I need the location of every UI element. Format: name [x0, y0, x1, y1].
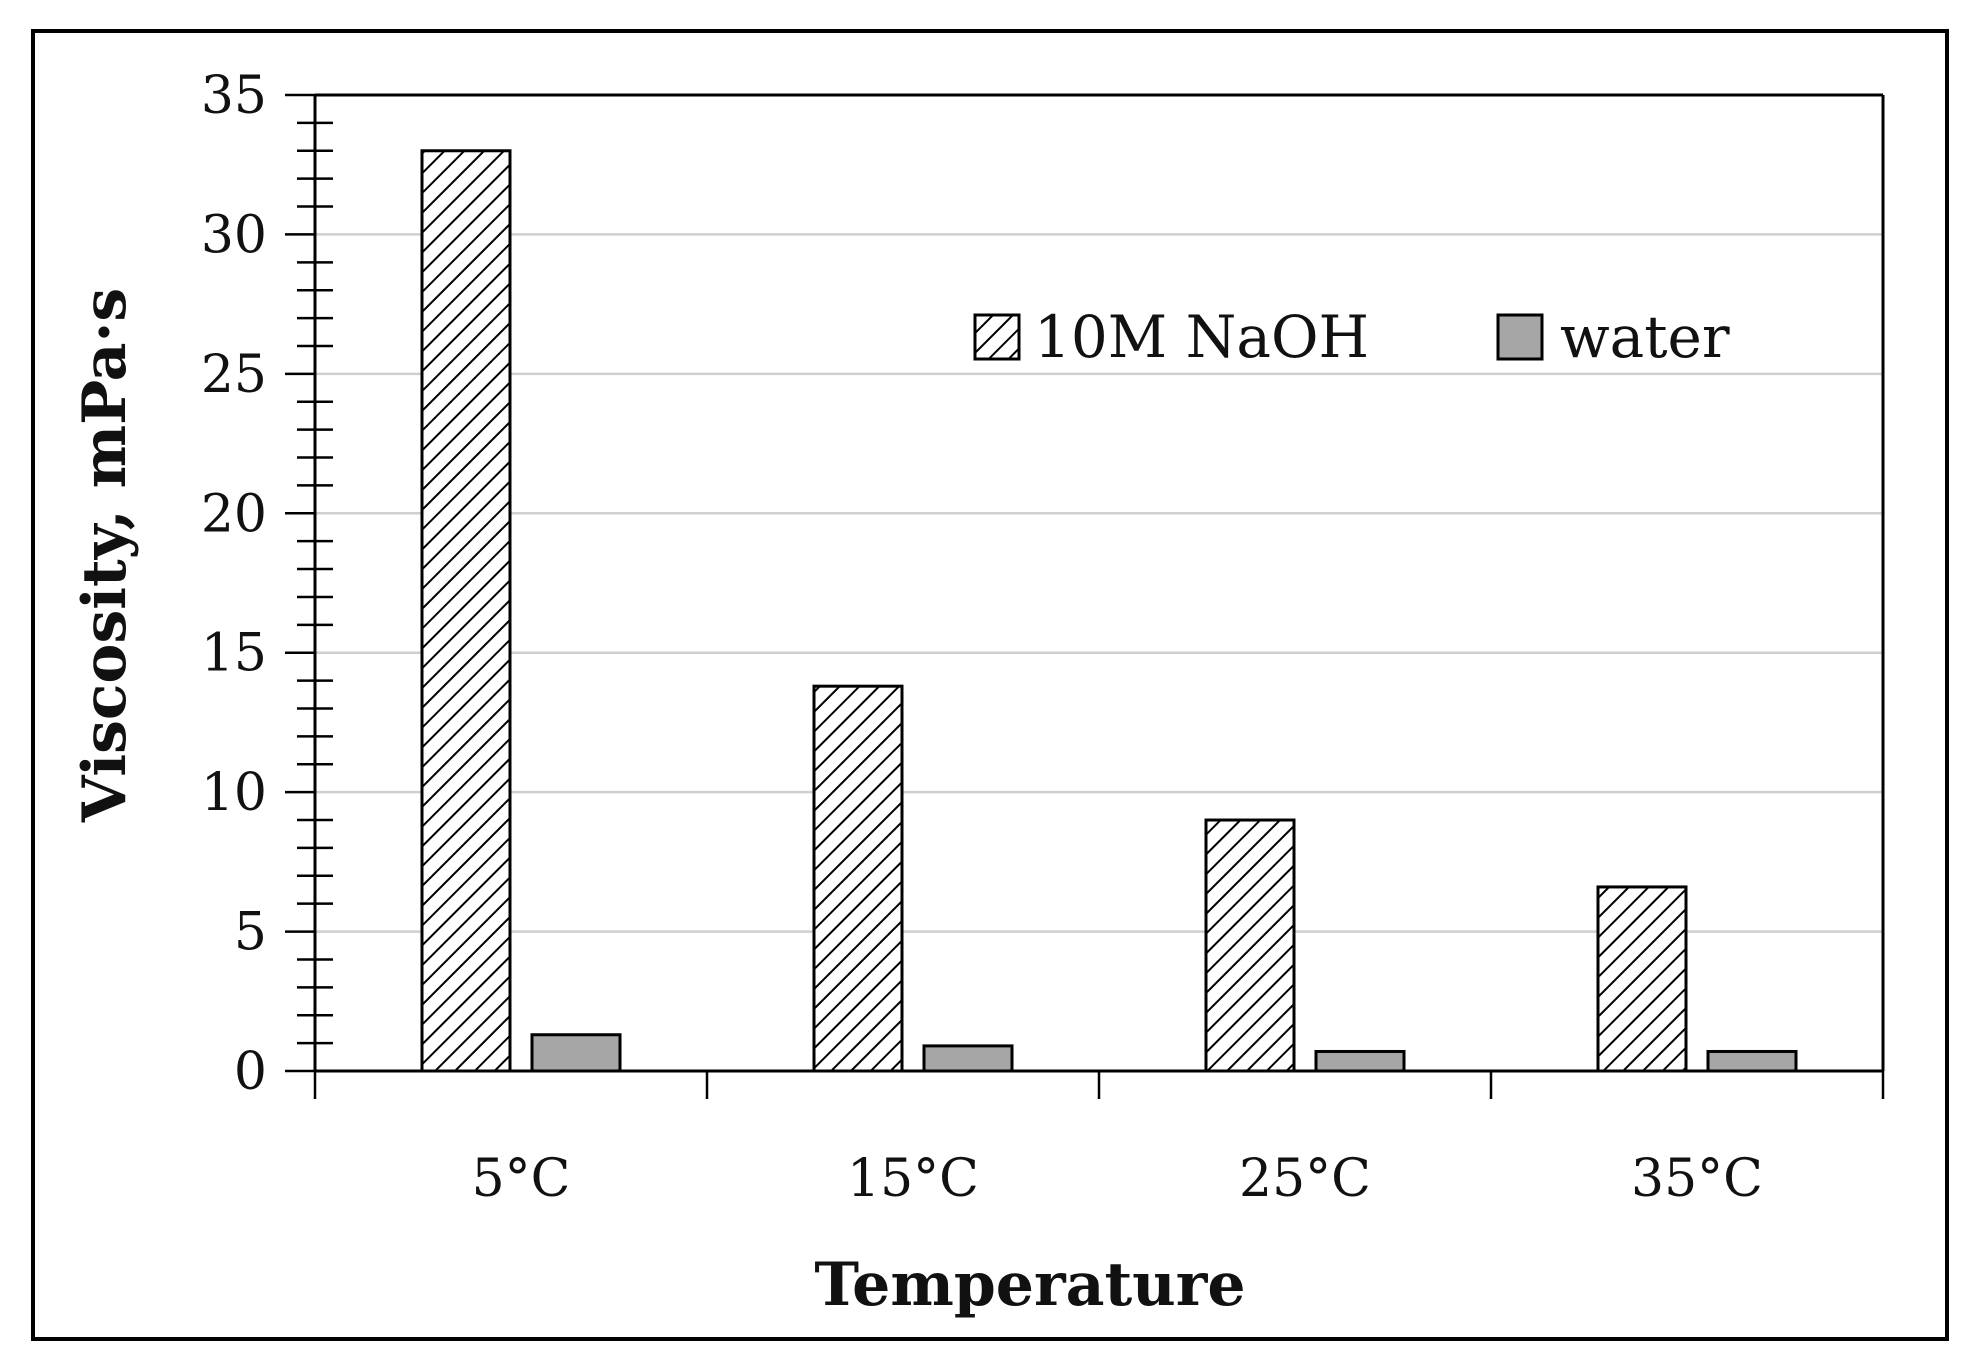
- bar-water-1: [922, 1044, 1014, 1073]
- x-axis-title: Temperature: [814, 1250, 1245, 1320]
- chart-frame: [31, 29, 1949, 1341]
- y-tick-label: 20: [201, 484, 267, 544]
- bar-naoh-1: [812, 684, 904, 1073]
- x-tick-label: 15°C: [847, 1149, 979, 1209]
- y-tick-label: 5: [234, 903, 267, 963]
- bar-water-3: [1706, 1049, 1798, 1073]
- legend-label-water: water: [1560, 303, 1730, 371]
- x-tick-labels: 5°C 15°C 25°C 35°C: [472, 1149, 1763, 1209]
- x-tick-label: 25°C: [1239, 1149, 1371, 1209]
- x-tick-label: 35°C: [1631, 1149, 1763, 1209]
- legend-swatch-water: [1496, 313, 1544, 361]
- bars: [420, 149, 1798, 1073]
- y-tick-label: 30: [201, 205, 267, 265]
- legend-swatch-naoh: [973, 313, 1021, 361]
- bar-naoh-2: [1204, 818, 1296, 1073]
- axes: [285, 93, 1885, 1099]
- bar-naoh-3: [1596, 885, 1688, 1073]
- y-tick-label: 0: [234, 1042, 267, 1102]
- plot-area: [315, 93, 1885, 1071]
- legend: 10M NaOH water: [973, 303, 1730, 371]
- y-tick-label: 10: [201, 763, 267, 823]
- x-tick-label: 5°C: [472, 1149, 571, 1209]
- gridlines: [315, 93, 1883, 933]
- y-tick-labels: 0 5 10 15 20 25 30 35: [201, 66, 267, 1102]
- legend-label-naoh: 10M NaOH: [1034, 303, 1369, 371]
- bar-water-0: [530, 1033, 622, 1073]
- y-tick-label: 25: [201, 345, 267, 405]
- y-tick-label: 15: [201, 624, 267, 684]
- y-tick-label: 35: [201, 66, 267, 126]
- y-axis-title: Viscosity, mPa·s: [70, 288, 140, 823]
- bar-naoh-0: [420, 149, 512, 1073]
- bar-water-2: [1314, 1049, 1406, 1073]
